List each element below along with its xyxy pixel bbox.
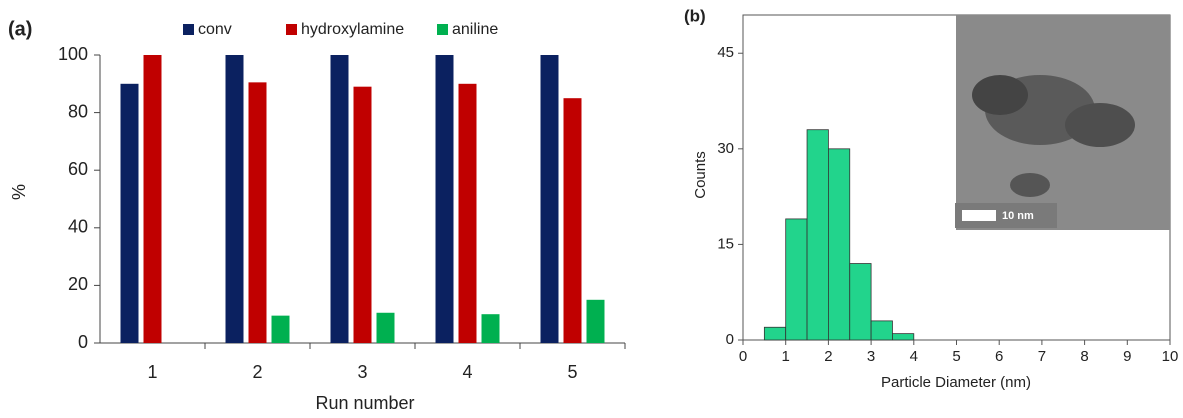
x-tick-label: 7 <box>1038 348 1046 365</box>
x-tick-label: 0 <box>739 348 747 365</box>
x-tick-label: 5 <box>567 362 577 382</box>
bar <box>540 55 559 343</box>
scale-bar-label: 10 nm <box>1002 210 1034 222</box>
bar <box>458 83 477 344</box>
x-tick-label: 2 <box>824 348 832 365</box>
y-tick-label: 100 <box>58 44 88 64</box>
bar <box>353 86 372 344</box>
x-tick-label: 1 <box>147 362 157 382</box>
x-tick-label: 3 <box>357 362 367 382</box>
legend-swatch <box>286 24 297 35</box>
y-tick-label: 0 <box>78 332 88 352</box>
bar <box>143 55 162 343</box>
bar <box>481 314 500 343</box>
legend-label: hydroxylamine <box>301 21 404 38</box>
bar <box>271 315 290 343</box>
bar <box>586 299 605 343</box>
bar <box>563 98 582 343</box>
y-tick-label: 20 <box>68 274 88 294</box>
legend-swatch <box>437 24 448 35</box>
histogram-bar <box>806 129 829 341</box>
bar <box>120 83 139 344</box>
inset-particles <box>1010 173 1050 197</box>
histogram-bar <box>828 148 851 341</box>
tem-inset: 10 nm <box>955 15 1170 230</box>
x-tick-label: 2 <box>252 362 262 382</box>
legend-label: aniline <box>452 21 498 38</box>
x-tick-label: 9 <box>1123 348 1131 365</box>
histogram-bar <box>892 333 915 341</box>
y-tick-label: 15 <box>717 235 734 252</box>
panel-label: (b) <box>684 6 706 25</box>
x-axis-label: Run number <box>315 393 414 413</box>
y-tick-label: 45 <box>717 44 734 61</box>
x-tick-label: 4 <box>462 362 472 382</box>
x-axis-label: Particle Diameter (nm) <box>881 374 1031 391</box>
x-tick-label: 6 <box>995 348 1003 365</box>
y-tick-label: 80 <box>68 101 88 121</box>
inset-particles <box>972 75 1028 115</box>
x-tick-label: 3 <box>867 348 875 365</box>
legend-label: conv <box>198 21 232 38</box>
bar <box>225 55 244 343</box>
bar <box>248 82 267 344</box>
x-tick-label: 1 <box>782 348 790 365</box>
bar <box>435 55 454 343</box>
bar <box>330 55 349 343</box>
inset-particles <box>1065 103 1135 147</box>
y-axis-label: Counts <box>692 151 709 199</box>
y-tick-label: 60 <box>68 159 88 179</box>
histogram-bar <box>785 218 808 341</box>
scale-bar <box>962 210 996 221</box>
y-tick-label: 30 <box>717 140 734 157</box>
panel-label: (a) <box>8 18 32 40</box>
x-tick-label: 10 <box>1162 348 1179 365</box>
histogram-bar <box>870 320 893 341</box>
x-tick-label: 4 <box>910 348 918 365</box>
y-tick-label: 40 <box>68 217 88 237</box>
x-tick-label: 5 <box>952 348 960 365</box>
bar <box>376 312 395 343</box>
y-axis-label: % <box>9 184 29 200</box>
histogram-bar <box>849 263 872 341</box>
histogram-bar <box>763 326 787 341</box>
legend-swatch <box>183 24 194 35</box>
x-tick-label: 8 <box>1080 348 1088 365</box>
y-tick-label: 0 <box>726 331 734 348</box>
